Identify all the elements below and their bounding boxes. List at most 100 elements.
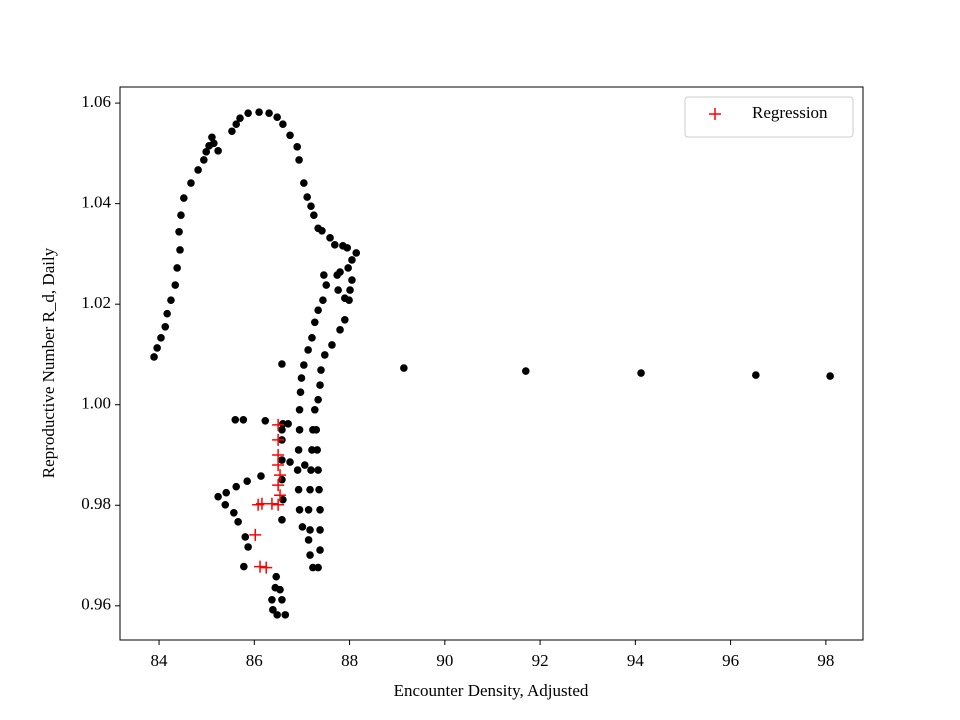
y-tick-label: 0.96 [81,595,111,614]
legend-box [684,96,854,138]
dot-marker [202,148,211,156]
dot-marker [752,371,760,379]
plus-marker [254,560,267,573]
dot-marker [637,369,645,377]
dot-marker [222,488,231,497]
dot-marker [308,334,316,342]
dot-marker [352,249,361,257]
x-axis-label: Encounter Density, Adjusted [394,681,589,700]
dot-marker [316,526,324,534]
dot-marker [306,551,314,559]
dot-marker [314,466,322,474]
dot-marker [348,256,356,264]
plot-frame [119,86,864,641]
dot-marker [231,416,240,424]
y-tick-label: 1.06 [81,92,111,111]
dot-marker [304,536,313,544]
dot-marker [269,606,277,614]
x-tick-label: 88 [341,651,358,670]
dot-marker [309,563,317,572]
dot-marker [175,227,183,236]
dot-marker [177,211,185,219]
dot-marker [300,361,308,369]
dot-marker [300,461,309,469]
dot-marker [348,276,356,284]
dot-marker [284,420,292,428]
dot-marker [341,315,349,324]
x-tick-label: 92 [532,651,549,670]
dot-marker [304,346,312,354]
y-tick-label: 1.04 [81,193,111,212]
y-tick-label: 1.00 [81,394,111,413]
dot-marker [278,360,286,368]
dot-marker [316,505,324,514]
dot-marker [230,509,238,517]
dot-marker [255,108,263,116]
dot-marker [295,405,304,414]
legend: Regression [684,96,854,138]
dot-marker [333,271,341,279]
plus-marker [255,497,268,510]
dot-marker [150,353,158,361]
dot-marker [343,244,351,252]
dot-marker [316,381,324,389]
dot-marker [278,456,286,464]
dot-marker [326,234,334,242]
plus-marker [260,561,273,574]
dot-marker [298,523,307,531]
dot-marker [314,395,322,404]
dot-marker [308,446,316,454]
dot-marker [234,518,242,526]
dot-marker [314,306,322,315]
dot-marker [294,446,303,454]
dot-marker [281,611,290,619]
dot-marker [310,318,319,327]
dot-marker [161,323,170,331]
dot-marker [257,472,265,480]
dot-marker [180,194,188,202]
dot-marker [316,546,324,554]
dot-marker [208,133,216,142]
dot-marker [307,466,315,474]
dot-marker [214,492,222,501]
dot-marker [295,505,304,514]
dot-marker [163,309,171,318]
dot-marker [244,109,252,117]
dot-marker [315,485,323,494]
dot-marker [346,286,354,294]
dot-marker [268,595,276,604]
dot-marker [310,405,319,414]
dot-marker [310,211,318,219]
dot-marker [200,156,208,164]
plus-marker [272,459,285,472]
x-tick-label: 98 [817,651,834,670]
dot-marker [273,611,281,619]
plus-marker [272,418,285,431]
dot-marker [317,366,325,374]
x-tick-label: 96 [722,651,739,670]
dot-marker [194,166,202,174]
dot-marker [306,485,314,494]
dot-marker [157,334,165,342]
x-tick-label: 90 [436,651,453,670]
x-tick-label: 94 [627,651,645,670]
dot-marker [228,127,236,136]
dot-marker [232,482,241,491]
plus-marker [265,497,278,510]
dot-marker [293,143,301,151]
legend-marker [709,108,721,120]
dot-marker [214,147,222,155]
dot-marker [319,296,327,304]
dot-marker [334,286,342,294]
dot-marker [521,367,530,375]
dot-marker [278,595,286,604]
dot-marker [279,120,287,129]
dot-marker [171,281,180,289]
dot-marker [286,458,294,466]
dot-marker [278,516,286,524]
dot-marker [279,420,287,428]
dot-marker [173,264,181,272]
dot-marker [328,341,336,349]
plus-marker [272,498,285,511]
dot-marker [167,296,175,304]
